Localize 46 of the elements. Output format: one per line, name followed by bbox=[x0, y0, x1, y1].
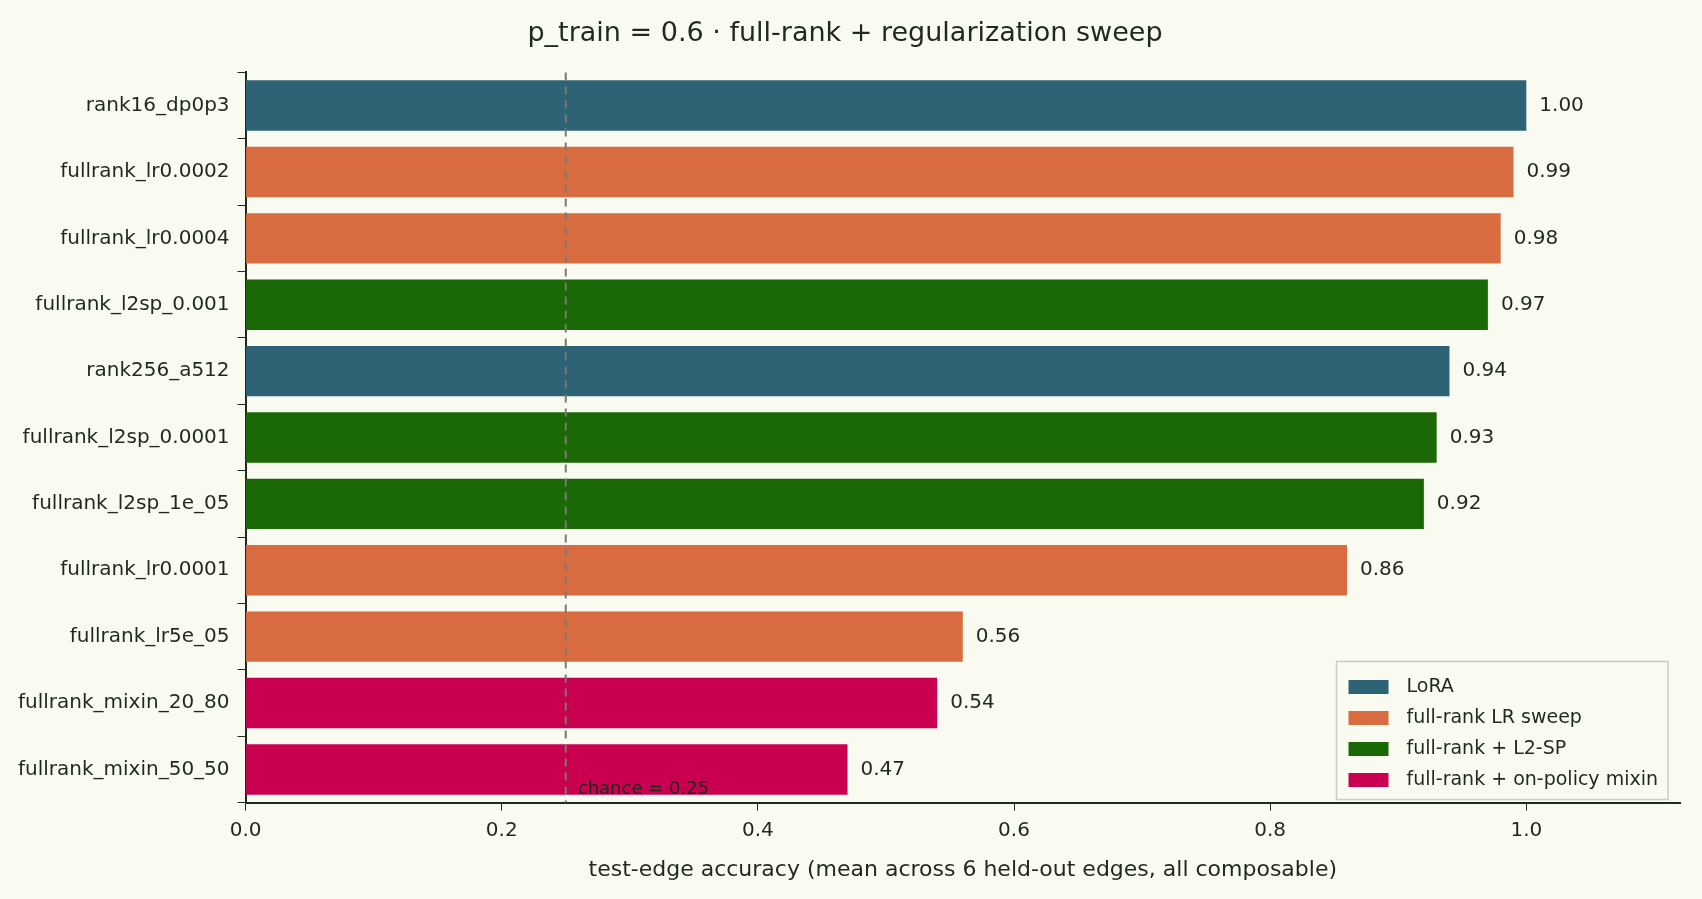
y-tick-label: fullrank_lr0.0004 bbox=[60, 224, 230, 249]
legend-label: full-rank + on-policy mixin bbox=[1406, 767, 1659, 790]
bar bbox=[246, 744, 848, 795]
data-label: 0.94 bbox=[1462, 357, 1507, 382]
bar bbox=[246, 545, 1348, 596]
data-label: 0.99 bbox=[1526, 158, 1572, 183]
data-label: 0.92 bbox=[1436, 490, 1482, 515]
bar bbox=[246, 80, 1527, 131]
bar bbox=[246, 345, 1450, 397]
x-axis-title: test-edge accuracy (mean across 6 held-out edges, all composable) bbox=[588, 855, 1338, 881]
legend-label: full-rank + L2-SP bbox=[1406, 736, 1567, 759]
y-tick-label: rank16_dp0p3 bbox=[85, 91, 230, 116]
x-tick-label: 0.8 bbox=[1254, 816, 1287, 841]
x-tick-label: 0.4 bbox=[741, 816, 774, 841]
legend-label: LoRA bbox=[1406, 674, 1454, 697]
x-tick-label: 0.6 bbox=[998, 816, 1030, 841]
y-tick-label: fullrank_lr0.0001 bbox=[60, 556, 230, 581]
data-label: 0.54 bbox=[950, 689, 995, 714]
data-label: 0.86 bbox=[1360, 556, 1405, 581]
data-label: 0.97 bbox=[1500, 290, 1546, 315]
y-tick-label: fullrank_l2sp_0.001 bbox=[35, 290, 230, 315]
bar bbox=[246, 213, 1501, 264]
data-label: 0.93 bbox=[1449, 423, 1495, 448]
y-tick-label: rank256_a512 bbox=[86, 357, 230, 382]
x-tick-label: 0.0 bbox=[229, 816, 262, 841]
y-tick-label: fullrank_lr0.0002 bbox=[60, 158, 230, 183]
data-label: 0.47 bbox=[860, 755, 906, 780]
data-label: 0.98 bbox=[1513, 224, 1559, 249]
data-label: 1.00 bbox=[1539, 91, 1584, 116]
data-label: 0.56 bbox=[975, 622, 1021, 647]
x-tick-label: 1.0 bbox=[1510, 816, 1543, 841]
chart-title: p_train = 0.6 · full-rank + regularization sweep bbox=[527, 16, 1163, 48]
bar bbox=[246, 412, 1437, 463]
bar bbox=[246, 279, 1488, 330]
y-tick-label: fullrank_mixin_20_80 bbox=[17, 689, 230, 714]
y-tick-label: fullrank_l2sp_0.0001 bbox=[22, 423, 230, 448]
bar bbox=[246, 677, 938, 729]
y-tick-label: fullrank_l2sp_1e_05 bbox=[32, 490, 230, 515]
x-tick-label: 0.2 bbox=[485, 816, 518, 841]
bar bbox=[246, 611, 963, 662]
bar bbox=[246, 146, 1514, 198]
y-tick-label: fullrank_lr5e_05 bbox=[69, 622, 230, 647]
bar bbox=[246, 478, 1424, 530]
ref-line-label: chance = 0.25 bbox=[577, 777, 710, 799]
legend-label: full-rank LR sweep bbox=[1406, 705, 1582, 728]
y-tick-label: fullrank_mixin_50_50 bbox=[17, 755, 230, 780]
